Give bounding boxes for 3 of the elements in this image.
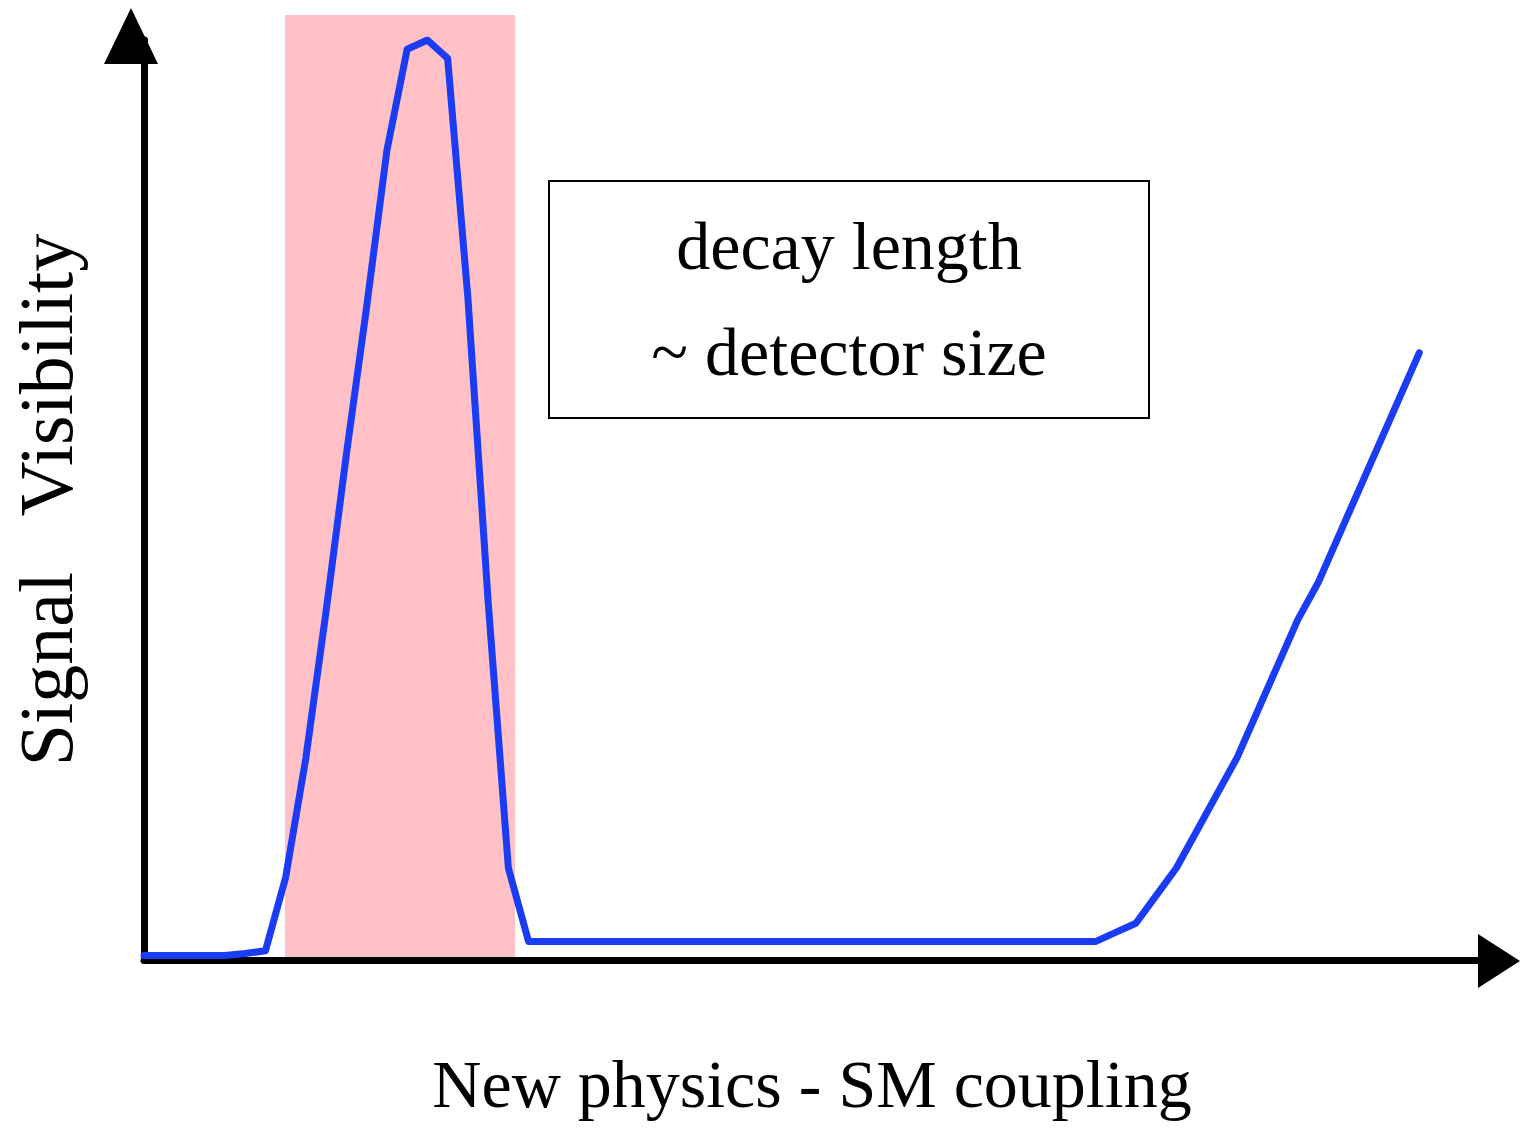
y-axis-title: Signal Visibility [4, 233, 88, 767]
x-axis-title: New physics - SM coupling [432, 1046, 1192, 1122]
annotation: decay length ~ detector size [651, 208, 1047, 390]
